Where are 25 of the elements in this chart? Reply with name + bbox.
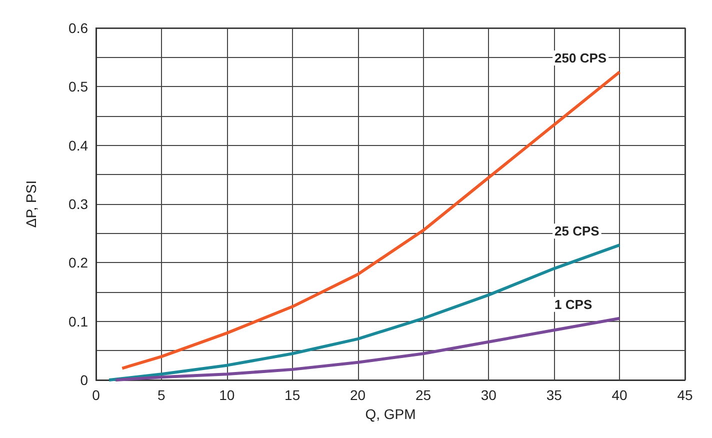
x-tick-label: 0 (92, 387, 100, 403)
x-tick-label: 5 (158, 387, 166, 403)
x-tick-label: 35 (546, 387, 562, 403)
y-tick-label: 0.6 (68, 20, 88, 36)
x-tick-label: 45 (677, 387, 693, 403)
y-axis-title: ΔP, PSI (23, 180, 39, 228)
x-tick-label: 15 (284, 387, 300, 403)
series-label: 1 CPS (554, 296, 592, 312)
y-tick-label: 0.3 (68, 196, 88, 212)
x-tick-label: 10 (219, 387, 235, 403)
x-tick-label: 20 (350, 387, 366, 403)
y-tick-label: 0.1 (68, 313, 88, 330)
line-series (120, 70, 622, 370)
x-tick-label: 30 (480, 387, 497, 403)
y-tick-label: 0.2 (68, 254, 88, 271)
line-series (108, 244, 622, 382)
x-tick-label: 25 (415, 387, 432, 403)
line-series (114, 316, 622, 382)
x-tick-label: 40 (612, 387, 628, 403)
y-tick-label: 0 (80, 372, 88, 388)
series-label: 250 CPS (554, 50, 607, 66)
series-label: 25 CPS (554, 224, 600, 239)
x-axis-title: Q, GPM (365, 406, 416, 422)
y-tick-label: 0.5 (68, 78, 88, 95)
y-tick-label: 0.4 (68, 137, 88, 154)
